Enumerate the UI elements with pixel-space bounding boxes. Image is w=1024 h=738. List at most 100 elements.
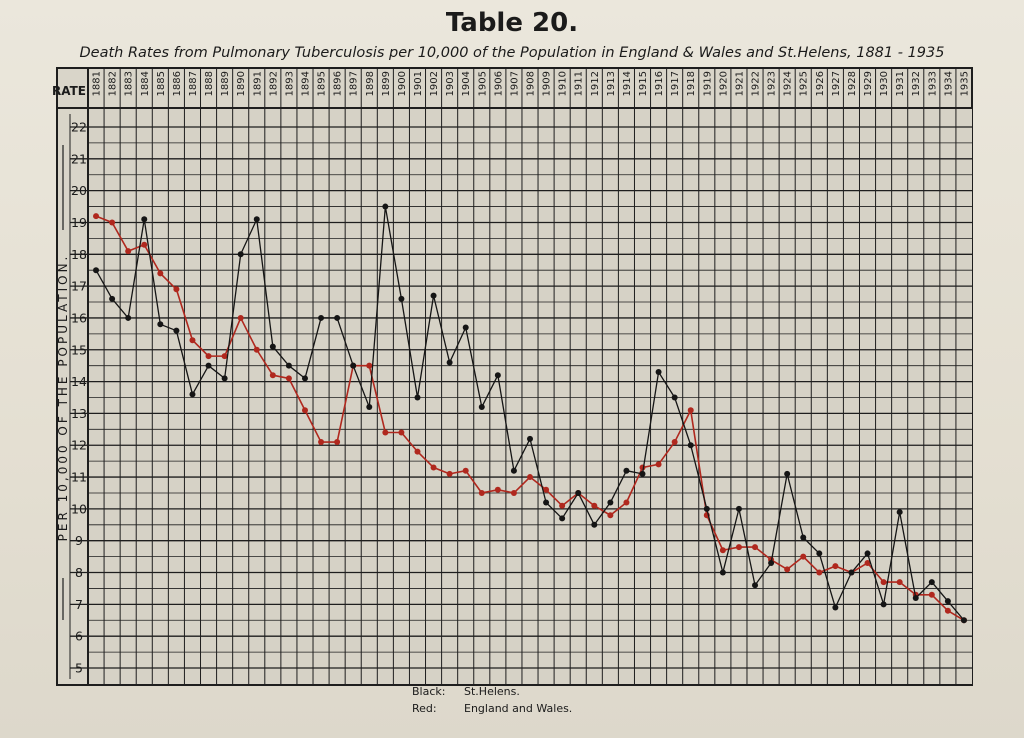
year-tick-label: 1905	[477, 71, 488, 96]
data-point	[109, 219, 116, 226]
year-tick-label: 1899	[381, 71, 392, 96]
year-tick-label: 1922	[751, 71, 762, 96]
rate-tick-label: 10	[71, 501, 87, 516]
rate-tick-label: 5	[75, 661, 83, 676]
year-tick-label: 1928	[847, 71, 858, 96]
year-tick-label: 1888	[204, 71, 215, 96]
chart-series	[93, 203, 967, 624]
year-tick-label: 1921	[734, 71, 745, 96]
data-point	[703, 505, 710, 512]
year-tick-label: 1933	[927, 71, 938, 96]
legend-england-wales: Red: England and Wales.	[412, 702, 572, 715]
data-point	[478, 404, 485, 411]
rate-tick-label: 9	[75, 533, 83, 548]
rate-header: RATE	[52, 84, 86, 98]
data-point	[269, 343, 276, 350]
legend-black-key: Black:	[412, 685, 446, 698]
data-point	[752, 544, 759, 551]
data-point	[687, 442, 694, 449]
data-point	[173, 286, 180, 293]
year-tick-label: 1896	[333, 71, 344, 96]
data-point	[478, 489, 485, 496]
year-tick-label: 1924	[783, 71, 794, 96]
data-point	[446, 359, 453, 366]
year-tick-label: 1902	[429, 71, 440, 96]
data-point	[269, 372, 276, 379]
year-tick-label: 1914	[622, 71, 633, 96]
rate-tick-label: 21	[71, 151, 87, 166]
data-point	[253, 346, 260, 353]
data-point	[559, 515, 566, 522]
data-point	[623, 467, 630, 474]
data-point	[109, 295, 116, 302]
data-point	[527, 435, 533, 442]
year-tick-label: 1889	[220, 71, 231, 96]
data-point	[430, 292, 437, 299]
year-tick-labels: 1881 1882 1883 1884 1885 1886 1887 1888 1889 1890…	[92, 71, 971, 96]
year-tick-label: 1900	[397, 71, 408, 96]
year-tick-label: 1930	[879, 71, 890, 96]
data-point	[832, 563, 839, 570]
data-point	[414, 394, 421, 401]
data-point	[527, 474, 533, 481]
data-point	[125, 314, 132, 321]
data-point	[864, 559, 871, 566]
year-tick-label: 1927	[831, 71, 842, 96]
data-point	[768, 559, 775, 566]
year-tick-label: 1882	[108, 71, 119, 96]
year-tick-label: 1931	[895, 71, 906, 96]
data-point	[800, 534, 807, 541]
data-point	[285, 362, 292, 369]
year-tick-label: 1917	[670, 71, 681, 96]
rate-tick-label: 17	[71, 279, 87, 294]
data-point	[318, 314, 325, 321]
data-point	[591, 502, 598, 509]
rate-tick-label: 6	[75, 629, 83, 644]
year-tick-label: 1908	[526, 71, 537, 96]
year-tick-label: 1913	[606, 71, 617, 96]
data-point	[671, 439, 678, 446]
data-point	[607, 512, 614, 519]
rate-tick-label: 19	[71, 215, 87, 230]
data-point	[944, 607, 951, 614]
data-point	[864, 550, 871, 557]
year-tick-label: 1915	[638, 71, 649, 96]
data-point	[334, 314, 341, 321]
data-point	[237, 314, 244, 321]
data-point	[655, 461, 662, 468]
data-point	[816, 569, 823, 576]
rate-tick-label: 8	[75, 565, 83, 580]
year-tick-label: 1893	[284, 71, 295, 96]
chart-subtitle: Death Rates from Pulmonary Tuberculosis …	[79, 45, 945, 61]
data-point	[125, 248, 132, 255]
legend-red-value: England and Wales.	[464, 702, 573, 715]
data-point	[301, 375, 308, 382]
data-point	[543, 499, 550, 506]
year-tick-label: 1912	[590, 71, 601, 96]
year-tick-label: 1911	[574, 71, 585, 96]
year-tick-label: 1916	[654, 71, 665, 96]
year-tick-label: 1932	[911, 71, 922, 96]
rate-tick-label: 12	[71, 438, 87, 453]
data-point	[414, 448, 421, 455]
rate-tick-label: 18	[71, 247, 87, 262]
data-point	[896, 509, 903, 516]
data-point	[398, 429, 405, 436]
year-tick-label: 1891	[252, 71, 263, 96]
data-point	[912, 594, 919, 601]
data-point	[93, 213, 100, 220]
data-point	[446, 470, 453, 477]
year-tick-label: 1884	[140, 71, 151, 96]
data-point	[462, 324, 469, 331]
data-point	[253, 216, 260, 223]
year-tick-label: 1907	[509, 71, 520, 96]
data-point	[944, 598, 951, 605]
year-tick-label: 1881	[92, 71, 103, 96]
year-tick-label: 1897	[349, 71, 360, 96]
rate-tick-label: 11	[71, 470, 87, 485]
rate-tick-label: 20	[71, 183, 87, 198]
data-point	[896, 579, 903, 586]
year-tick-label: 1883	[124, 71, 135, 96]
data-point	[719, 547, 726, 554]
